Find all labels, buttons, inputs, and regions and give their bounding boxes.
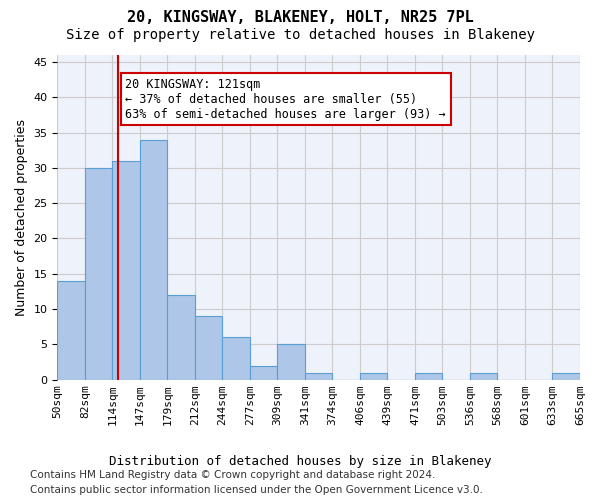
Bar: [140, 140, 167, 380]
Bar: [470, 372, 497, 380]
Bar: [415, 372, 442, 380]
Text: Size of property relative to detached houses in Blakeney: Size of property relative to detached ho…: [65, 28, 535, 42]
Bar: [58, 281, 85, 380]
Text: Contains HM Land Registry data © Crown copyright and database right 2024.: Contains HM Land Registry data © Crown c…: [30, 470, 436, 480]
Bar: [360, 372, 388, 380]
Bar: [223, 338, 250, 380]
Text: 20, KINGSWAY, BLAKENEY, HOLT, NR25 7PL: 20, KINGSWAY, BLAKENEY, HOLT, NR25 7PL: [127, 10, 473, 25]
Bar: [250, 366, 277, 380]
Bar: [277, 344, 305, 380]
Bar: [553, 372, 580, 380]
Y-axis label: Number of detached properties: Number of detached properties: [15, 119, 28, 316]
Text: 20 KINGSWAY: 121sqm
← 37% of detached houses are smaller (55)
63% of semi-detach: 20 KINGSWAY: 121sqm ← 37% of detached ho…: [125, 78, 446, 120]
Bar: [85, 168, 112, 380]
Text: Distribution of detached houses by size in Blakeney: Distribution of detached houses by size …: [109, 455, 491, 468]
Bar: [305, 372, 332, 380]
Bar: [112, 161, 140, 380]
Bar: [167, 295, 195, 380]
Bar: [195, 316, 223, 380]
Text: Contains public sector information licensed under the Open Government Licence v3: Contains public sector information licen…: [30, 485, 483, 495]
